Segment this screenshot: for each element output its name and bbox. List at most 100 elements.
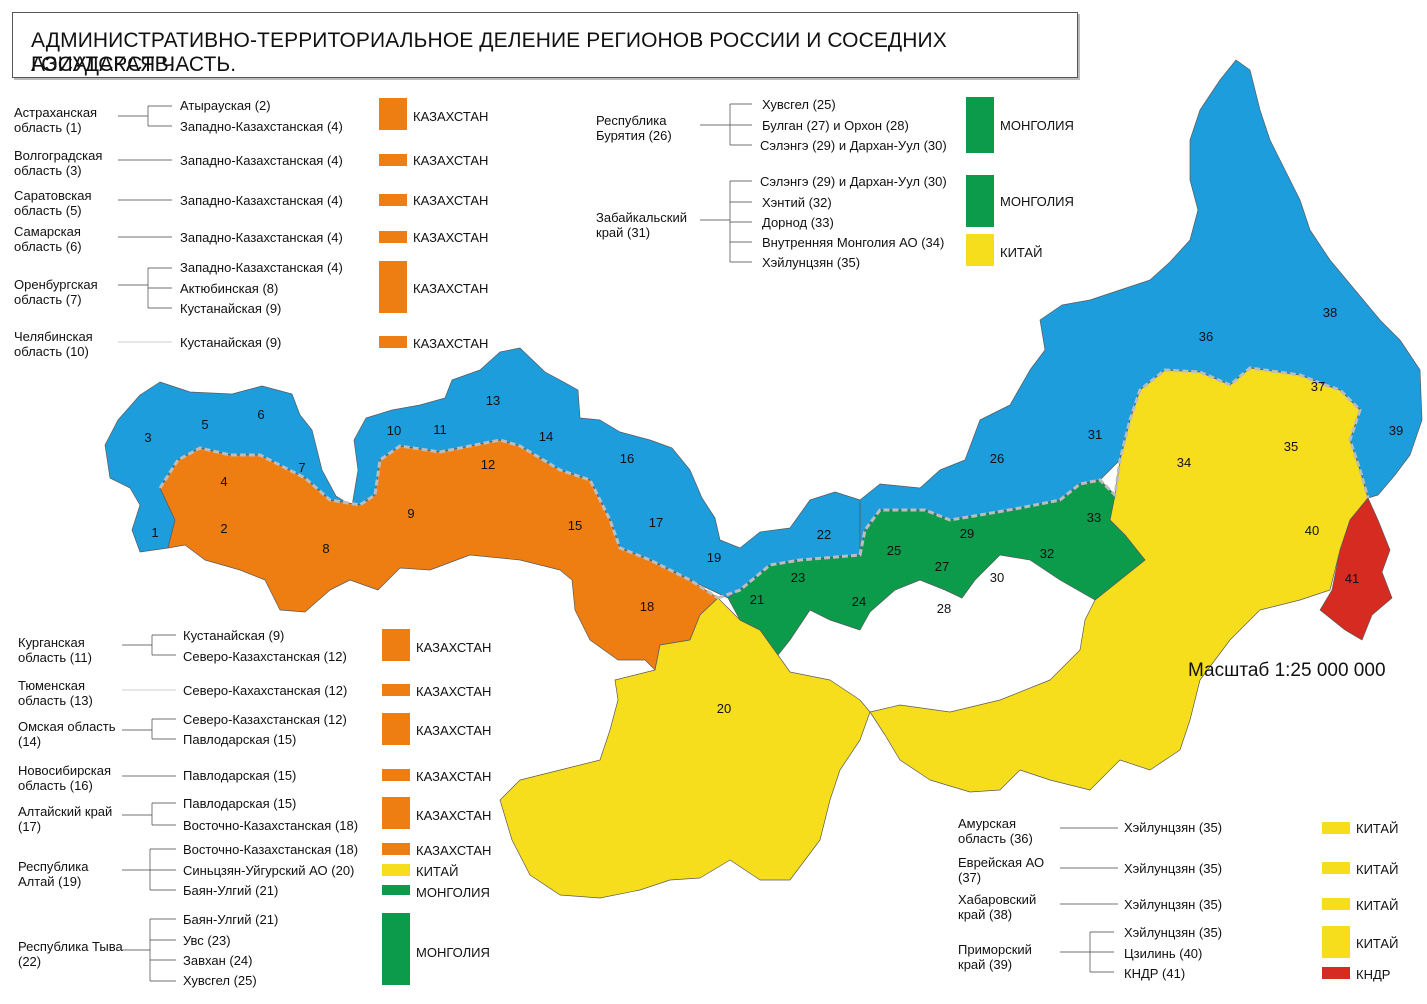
legend-neighbor: Хэйлунцзян (35) [1124,925,1223,940]
legend-country: КАЗАХСТАН [413,281,489,296]
map-number: 24 [852,594,866,609]
region-russia-east [859,59,1423,556]
map-number: 31 [1088,427,1102,442]
legend-neighbor: Сэлэнгэ (29) и Дархан-Уул (30) [760,138,947,153]
map-number: 41 [1345,571,1359,586]
legend-neighbor: Северо-Казахстанская (12) [183,712,347,727]
map-number: 39 [1389,423,1403,438]
legend-neighbor: Северо-Кахахстанская (12) [183,683,348,698]
legend-swatch-kazakhstan [379,336,407,348]
legend-region-tyumen: Тюменская область (13) [18,678,93,708]
legend-swatch-kazakhstan [382,769,410,781]
legend-region-volgograd: Волгоградская область (3) [14,148,103,178]
map-number: 20 [717,701,731,716]
map-number: 2 [220,521,227,536]
legend-swatch-kazakhstan [379,154,407,166]
legend-country: МОНГОЛИЯ [1000,194,1074,209]
legend-swatch-china [1322,862,1350,874]
legend-neighbor: Хэйлунцзян (35) [1124,897,1223,912]
legend-swatch-kazakhstan [382,843,410,855]
map-number: 26 [990,451,1004,466]
legend-region-buryatia: Республика Бурятия (26) [596,113,672,143]
legend-swatch-mongolia [966,97,994,153]
legend-country: МОНГОЛИЯ [1000,118,1074,133]
legend-region-kurgan: Курганская область (11) [18,635,92,665]
legend-neighbor: Завхан (24) [183,953,253,968]
map-number: 6 [257,407,264,422]
legend-neighbor: Кустанайская (9) [183,628,285,643]
legend-neighbor: Атырауская (2) [180,98,271,113]
map-number: 10 [387,423,401,438]
map-number: 3 [144,430,151,445]
map-number: 28 [937,601,951,616]
map-number: 16 [620,451,634,466]
legend-region-saratov: Саратовская область (5) [14,188,92,218]
legend-neighbor: Западно-Казахстанская (4) [180,260,343,275]
legend-neighbor: Павлодарская (15) [183,732,297,747]
legend-swatch-mongolia [382,885,410,895]
map-number: 25 [887,543,901,558]
legend-country: КАЗАХСТАН [413,109,489,124]
map-number: 40 [1305,523,1319,538]
legend-region-khabarovsk: Хабаровский край (38) [958,892,1037,922]
map-scale: Масштаб 1:25 000 000 [1188,660,1386,681]
legend-neighbor: Западно-Казахстанская (4) [180,119,343,134]
map-number: 27 [935,559,949,574]
legend-neighbor: Актюбинская (8) [180,281,279,296]
map-number: 30 [990,570,1004,585]
legend-country: КАЗАХСТАН [416,684,492,699]
legend-neighbor: Дорнод (33) [762,215,834,230]
legend-swatch-dprk [1322,967,1350,979]
legend-neighbor: Хэнтий (32) [762,195,832,210]
legend-neighbor: Восточно-Казахстанская (18) [183,842,359,857]
border-kazakhstan [158,438,719,600]
legend-neighbor: Увс (23) [183,933,231,948]
legend-swatch-kazakhstan [382,629,410,661]
legend-country: КАЗАХСТАН [413,230,489,245]
legend-neighbor: Хувсгел (25) [183,973,257,988]
legend-region-astrakhan: Астраханская область (1) [14,105,98,135]
legend-region-samara: Самарская область (6) [14,224,82,254]
legend-country: КАЗАХСТАН [416,843,492,858]
legend-country: КИТАЙ [1356,898,1399,913]
map-number: 11 [433,422,447,437]
map-number: 14 [539,429,553,444]
legend-region-orenburg: Оренбургская область (7) [14,277,98,307]
legend-swatch-kazakhstan [379,98,407,130]
legend-neighbor: Хэйлунцзян (35) [1124,820,1223,835]
map-number: 21 [750,592,764,607]
legend-neighbor: Хэйлунцзян (35) [1124,861,1223,876]
legend-neighbor: Павлодарская (15) [183,796,297,811]
legend-country: КАЗАХСТАН [416,769,492,784]
map-number: 36 [1199,329,1213,344]
legend-neighbor: Восточно-Казахстанская (18) [183,818,359,833]
legend-region-primorsky: Приморский край (39) [958,942,1032,972]
legend-country: КАЗАХСТАН [416,640,492,655]
legend-neighbor: Павлодарская (15) [183,768,297,783]
legend-region-altai-republic: Республика Алтай (19) [18,859,89,889]
legend-neighbor: Внутренняя Монголия АО (34) [762,235,945,250]
map-number: 23 [791,570,805,585]
legend-neighbor: Хэйлунцзян (35) [762,255,861,270]
legend-neighbor: КНДР (41) [1124,966,1186,981]
legend-country: КНДР [1356,967,1391,982]
legend-swatch-china [1322,822,1350,834]
legend-neighbor: Баян-Улгий (21) [183,912,279,927]
legend-country: КАЗАХСТАН [416,723,492,738]
map-number: 34 [1177,455,1191,470]
legend-neighbor: Северо-Казахстанская (12) [183,649,347,664]
legend-neighbor: Сэлэнгэ (29) и Дархан-Уул (30) [760,174,947,189]
legend-swatch-china [1322,898,1350,910]
map-number: 32 [1040,546,1054,561]
legend-neighbor: Западно-Казахстанская (4) [180,230,343,245]
legend-country: КИТАЙ [1356,936,1399,951]
map-number: 8 [322,541,329,556]
legend-region-altai-krai: Алтайский край (17) [18,804,113,834]
map-number: 15 [568,518,582,533]
title-line-1: АДМИНИСТРАТИВНО-ТЕРРИТОРИАЛЬНОЕ ДЕЛЕНИЕ … [31,29,947,76]
legend-neighbor: Западно-Казахстанская (4) [180,193,343,208]
legend-neighbor: Кустанайская (9) [180,301,282,316]
legend-country: КИТАЙ [1000,245,1043,260]
map-number: 18 [640,599,654,614]
